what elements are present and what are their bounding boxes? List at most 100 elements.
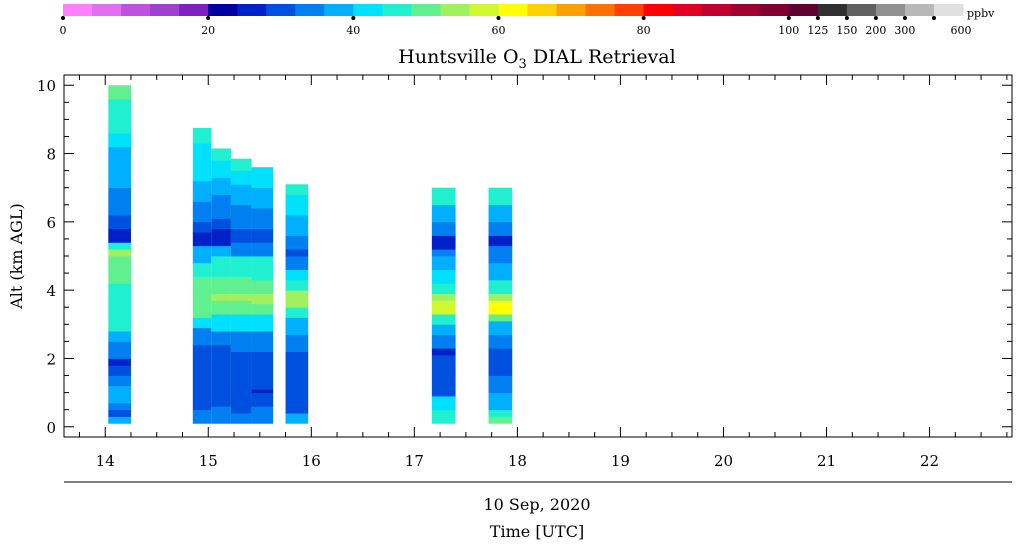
- colorbar-swatch: [353, 4, 383, 16]
- colorbar-swatch: [672, 4, 703, 16]
- chart-title-main: Huntsville O: [398, 46, 518, 68]
- ozone-cell: [285, 249, 309, 257]
- colorbar-tick-label: 100: [778, 24, 799, 37]
- x-tick-label: 18: [508, 452, 527, 470]
- colorbar-tick-label: 300: [894, 24, 915, 37]
- colorbar-tick-dot: [902, 16, 907, 20]
- ozone-cell: [192, 127, 212, 144]
- colorbar-tick-dot: [61, 16, 65, 20]
- ozone-cell: [431, 307, 456, 315]
- ozone-cell: [285, 256, 309, 271]
- profile-column: [192, 127, 212, 424]
- ozone-cell: [431, 314, 456, 325]
- x-tick-label: 21: [817, 452, 836, 470]
- y-tick-label: 8: [46, 146, 56, 164]
- ozone-cell: [192, 221, 212, 233]
- ozone-cell: [192, 327, 212, 346]
- ozone-cell: [488, 409, 513, 417]
- ozone-cell: [108, 85, 131, 90]
- ozone-cell: [230, 351, 252, 356]
- ozone-cell: [211, 160, 231, 178]
- ozone-cell: [108, 402, 131, 411]
- colorbar-swatch: [237, 4, 267, 16]
- ozone-cell: [251, 208, 274, 230]
- ozone-cell: [108, 416, 131, 424]
- colorbar-swatch: [730, 4, 761, 16]
- colorbar-swatch: [556, 4, 587, 16]
- ozone-cell: [431, 334, 456, 349]
- ozone-cell: [488, 314, 513, 322]
- colorbar-swatch: [527, 4, 558, 16]
- x-tick-label: 22: [920, 452, 939, 470]
- ozone-cell: [211, 300, 231, 315]
- ozone-cell: [230, 242, 252, 257]
- ozone-cell: [431, 348, 456, 356]
- colorbar-tick-dot: [815, 16, 820, 20]
- ozone-cell: [192, 276, 212, 291]
- ozone-cell: [108, 228, 131, 236]
- colorbar-swatch: [63, 4, 93, 16]
- ozone-cell: [108, 187, 131, 216]
- colorbar-swatch: [179, 4, 209, 16]
- ozone-cell: [488, 262, 513, 281]
- ozone-cell: [488, 279, 513, 294]
- ozone-cell: [431, 235, 456, 250]
- x-tick-label: 15: [199, 452, 218, 470]
- profile-column: [251, 167, 274, 424]
- ozone-cell: [488, 307, 513, 315]
- ozone-cell: [431, 409, 456, 424]
- chart-title-subscript: 3: [519, 57, 527, 72]
- ozone-cell: [108, 242, 131, 250]
- ozone-cell: [108, 269, 131, 284]
- ozone-cell: [192, 317, 212, 329]
- ozone-cell: [192, 409, 212, 424]
- colorbar-swatch: [585, 4, 616, 16]
- ozone-cell: [230, 413, 252, 424]
- profile-column: [431, 187, 456, 424]
- ozone-cell: [211, 314, 231, 332]
- y-tick-label: 4: [46, 282, 56, 300]
- ozone-cell: [108, 331, 131, 342]
- ozone-cell: [230, 256, 252, 277]
- ozone-cell: [431, 375, 456, 397]
- y-tick-label: 6: [46, 214, 56, 232]
- ozone-cell: [108, 256, 131, 271]
- colorbar-swatch: [875, 4, 906, 16]
- ozone-cell: [251, 331, 274, 353]
- ozone-cell: [192, 245, 212, 264]
- ozone-cell: [192, 344, 212, 411]
- ozone-cell: [251, 187, 274, 209]
- ozone-cell: [251, 392, 274, 407]
- colorbar-tick-dot: [844, 16, 849, 20]
- ozone-cell: [192, 180, 212, 202]
- ozone-cell: [251, 358, 274, 390]
- colorbar-swatch: [266, 4, 296, 16]
- ozone-cell: [211, 228, 231, 247]
- ozone-cell: [431, 269, 456, 284]
- ozone-cell: [108, 296, 131, 332]
- ozone-cell: [488, 348, 513, 359]
- ozone-cell: [108, 365, 131, 376]
- ozone-cell: [108, 375, 131, 387]
- ozone-cell: [211, 293, 231, 301]
- ozone-cell: [108, 146, 131, 168]
- ozone-cell: [108, 409, 131, 417]
- colorbar-tick-label: 125: [807, 24, 828, 37]
- ozone-cell: [251, 406, 274, 424]
- ozone-cell: [211, 406, 231, 424]
- ozone-cell: [285, 184, 309, 195]
- ozone-cell: [488, 334, 513, 349]
- colorbar-swatch: [817, 4, 848, 16]
- ozone-cell: [192, 143, 212, 161]
- colorbar-tick-label: 150: [836, 24, 857, 37]
- x-tick-label: 16: [302, 452, 321, 470]
- y-axis-label: Alt (km AGL): [7, 203, 26, 310]
- colorbar-tick-label: 40: [346, 24, 360, 37]
- ozone-cell: [431, 249, 456, 257]
- ozone-cell: [488, 358, 513, 376]
- colorbar-tick-dot: [641, 16, 646, 20]
- colorbar-swatch: [92, 4, 122, 16]
- ozone-cell: [230, 331, 252, 353]
- colorbar-swatch: [788, 4, 819, 16]
- y-tick-label: 0: [46, 419, 56, 437]
